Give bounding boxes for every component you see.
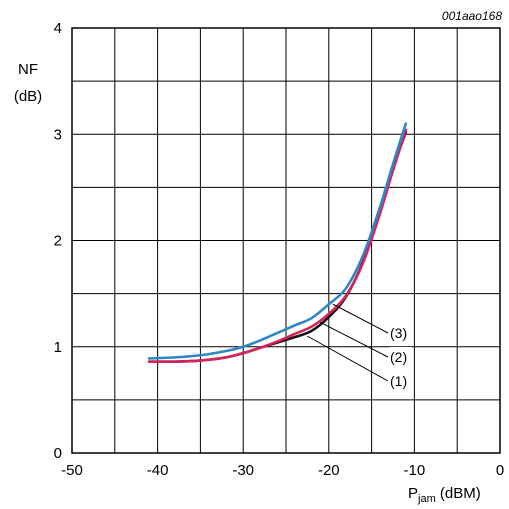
y-axis-label-line2: (dB) — [14, 88, 42, 105]
x-tick-label: 0 — [496, 462, 504, 479]
callout-label: (1) — [390, 373, 407, 389]
y-tick-label: 3 — [54, 126, 62, 143]
callout-layer: (3) (2) (1) — [307, 303, 412, 390]
callout-label: (2) — [390, 349, 407, 365]
x-tick-label: -20 — [318, 462, 340, 479]
callout-leader — [307, 335, 389, 382]
series-layer — [147, 122, 408, 364]
callout-label: (3) — [390, 325, 407, 341]
plot-frame — [71, 27, 501, 454]
grid-layer — [71, 27, 501, 454]
x-tick-label: -40 — [147, 462, 169, 479]
y-tick-label: 2 — [54, 233, 62, 250]
callout-label-bg — [389, 371, 412, 390]
tick-label-layer: -50 -40 -30 -20 -10 0 0 1 2 3 4 — [54, 20, 505, 479]
series-line-2 — [147, 128, 408, 364]
x-tick-label: -10 — [404, 462, 426, 479]
series-line-3 — [147, 122, 408, 360]
figure-id: 001aao168 — [442, 9, 502, 23]
y-tick-label: 4 — [54, 20, 62, 37]
x-axis-label: Pjam (dBM) — [408, 485, 481, 505]
y-tick-label: 0 — [54, 445, 62, 462]
x-axis-label-unit: (dBM) — [436, 485, 481, 502]
callout-leader — [320, 321, 389, 358]
y-tick-label: 1 — [54, 339, 62, 356]
callout-label-bg — [389, 347, 412, 366]
callout-leader — [332, 303, 389, 334]
x-tick-label: -50 — [61, 462, 83, 479]
x-axis-label-main: P — [408, 485, 418, 502]
x-axis-label-subscript: jam — [417, 493, 436, 505]
callout-label-bg — [389, 323, 412, 342]
x-tick-label: -30 — [232, 462, 254, 479]
y-axis-label-line1: NF — [18, 61, 38, 78]
